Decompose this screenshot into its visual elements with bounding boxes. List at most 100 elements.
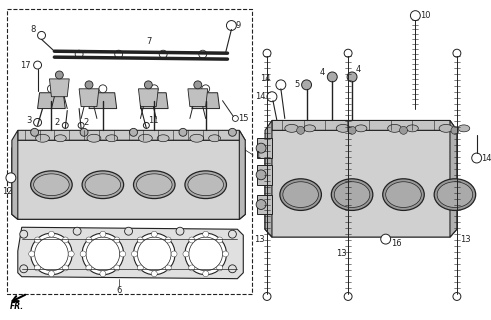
Text: 3: 3 <box>27 116 32 125</box>
Circle shape <box>171 251 177 257</box>
Polygon shape <box>257 138 272 158</box>
Circle shape <box>202 85 210 93</box>
Circle shape <box>453 49 461 57</box>
Circle shape <box>151 231 157 237</box>
Ellipse shape <box>190 134 204 142</box>
Ellipse shape <box>336 124 350 132</box>
Circle shape <box>203 231 209 237</box>
Ellipse shape <box>386 182 421 207</box>
Circle shape <box>137 237 171 271</box>
Circle shape <box>217 265 222 271</box>
Circle shape <box>75 50 83 58</box>
Circle shape <box>137 265 143 271</box>
Polygon shape <box>265 120 272 237</box>
Circle shape <box>86 237 120 271</box>
Circle shape <box>99 85 107 93</box>
Polygon shape <box>38 93 65 108</box>
Circle shape <box>55 71 63 79</box>
Circle shape <box>130 128 137 136</box>
Ellipse shape <box>185 171 226 199</box>
Circle shape <box>228 265 236 273</box>
Circle shape <box>33 61 42 69</box>
Circle shape <box>451 126 459 134</box>
Circle shape <box>48 85 55 93</box>
Bar <box>7 9 252 293</box>
Circle shape <box>30 233 72 275</box>
Ellipse shape <box>439 124 453 132</box>
Circle shape <box>49 271 55 277</box>
Circle shape <box>120 251 126 257</box>
Circle shape <box>143 123 149 128</box>
Text: 8: 8 <box>30 25 36 34</box>
Circle shape <box>151 271 157 277</box>
Circle shape <box>410 11 420 20</box>
Circle shape <box>344 292 352 300</box>
Ellipse shape <box>331 179 373 211</box>
Text: 9: 9 <box>235 21 241 30</box>
Circle shape <box>472 153 482 163</box>
Circle shape <box>28 251 34 257</box>
Circle shape <box>226 20 236 30</box>
Ellipse shape <box>85 174 121 196</box>
Ellipse shape <box>157 135 169 142</box>
Ellipse shape <box>36 134 50 142</box>
Circle shape <box>165 265 171 271</box>
Polygon shape <box>265 130 457 237</box>
Circle shape <box>20 265 27 273</box>
Text: 13: 13 <box>336 250 347 259</box>
Circle shape <box>73 227 81 235</box>
Circle shape <box>80 251 86 257</box>
Text: 13: 13 <box>460 235 470 244</box>
Circle shape <box>217 237 222 243</box>
Circle shape <box>100 271 106 277</box>
Ellipse shape <box>87 134 101 142</box>
Text: 2: 2 <box>83 118 88 127</box>
Circle shape <box>30 128 39 136</box>
Ellipse shape <box>106 135 118 142</box>
Circle shape <box>159 50 167 58</box>
Circle shape <box>194 81 202 89</box>
Polygon shape <box>138 89 158 107</box>
Polygon shape <box>140 93 168 108</box>
Ellipse shape <box>434 179 476 211</box>
Ellipse shape <box>82 171 124 199</box>
Circle shape <box>114 237 120 243</box>
Text: 14: 14 <box>481 154 491 163</box>
Polygon shape <box>89 93 117 108</box>
Circle shape <box>114 265 120 271</box>
Polygon shape <box>18 227 243 279</box>
Circle shape <box>165 237 171 243</box>
Circle shape <box>100 231 106 237</box>
Text: 1: 1 <box>255 150 260 160</box>
Ellipse shape <box>355 125 367 132</box>
Ellipse shape <box>33 174 69 196</box>
Text: 5: 5 <box>295 80 300 89</box>
Ellipse shape <box>437 182 473 207</box>
Polygon shape <box>50 79 69 97</box>
Text: 11: 11 <box>148 116 159 125</box>
Circle shape <box>267 92 277 102</box>
Circle shape <box>179 128 187 136</box>
Ellipse shape <box>382 179 424 211</box>
Circle shape <box>62 265 68 271</box>
Circle shape <box>256 143 266 153</box>
Circle shape <box>149 93 159 103</box>
Text: 16: 16 <box>391 239 401 248</box>
Polygon shape <box>79 89 99 107</box>
Polygon shape <box>192 93 219 108</box>
Circle shape <box>85 81 93 89</box>
Text: 12: 12 <box>2 187 12 196</box>
Circle shape <box>86 237 92 243</box>
Text: 10: 10 <box>420 11 431 20</box>
Circle shape <box>276 80 286 90</box>
Circle shape <box>33 118 42 126</box>
Circle shape <box>34 265 40 271</box>
Text: 13: 13 <box>254 235 265 244</box>
Circle shape <box>62 123 68 128</box>
Circle shape <box>344 49 352 57</box>
Circle shape <box>137 237 143 243</box>
Circle shape <box>263 292 271 300</box>
Text: 14: 14 <box>260 75 271 84</box>
Circle shape <box>256 170 266 180</box>
Circle shape <box>201 93 211 103</box>
